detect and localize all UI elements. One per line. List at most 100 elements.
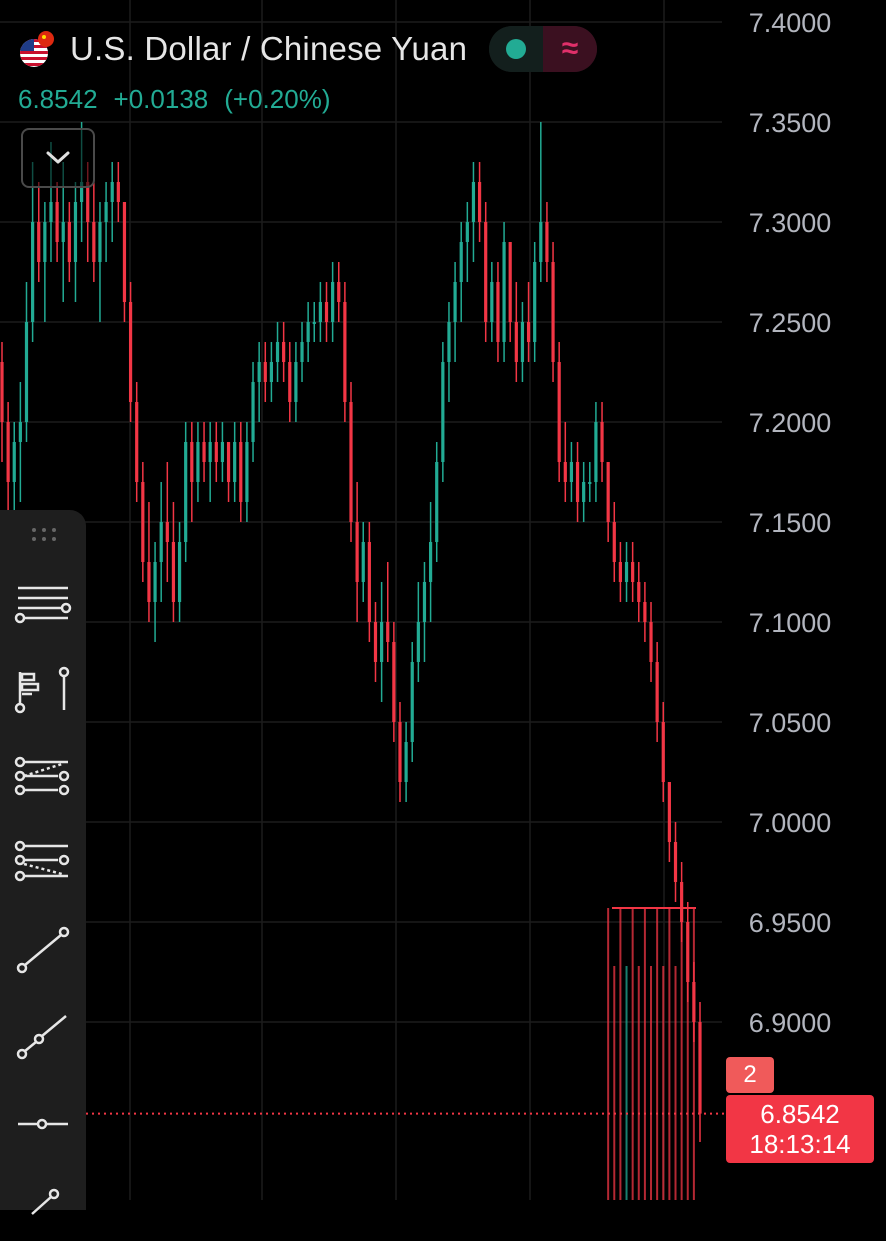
candle-body [18,422,22,442]
candle-body [190,442,194,482]
candle-body [373,622,378,662]
drag-handle-icon[interactable] [30,526,58,542]
candle-body [165,522,169,542]
candle-body [177,542,182,602]
candle-body [673,842,678,882]
candle-body [435,462,439,542]
candle-body [569,462,574,482]
quote-line: 6.8542 +0.0138 (+0.20%) [18,84,330,115]
candle-body [582,482,586,502]
candle-body [49,202,53,222]
candle-body [514,322,518,362]
candle-body [618,562,623,582]
candle-body [226,442,231,482]
candle-body [318,302,322,322]
candle-body [263,362,267,382]
candle-body [594,422,598,482]
candle-body [416,622,420,662]
candle-body [637,582,641,602]
candle-body [686,922,690,982]
candle-body [471,182,476,222]
y-tick-label: 7.3000 [749,208,832,238]
candle-body [306,322,310,342]
candle-body [331,282,335,322]
market-status-toggle[interactable]: ≈ [489,26,598,72]
candle-body [600,422,604,462]
candle-body [98,222,102,262]
drawing-toolbar [0,510,86,1215]
candle-body [202,442,206,462]
candle-body [128,302,133,402]
candle-body [245,442,249,502]
chevron-down-icon [46,151,70,164]
price-change-percent: (+0.20%) [224,84,331,114]
candle-body [104,202,108,222]
candle-body [251,382,255,442]
symbol-title[interactable]: U.S. Dollar / Chinese Yuan [70,30,468,67]
fib-retracement-icon[interactable] [12,664,74,726]
collapse-button[interactable] [21,128,95,188]
candle-body [422,582,427,622]
candle-body [386,622,390,642]
candle-body [502,242,506,342]
candle-body [300,342,304,362]
horizontal-lines-icon[interactable] [12,578,74,640]
last-price-value: 6.8542 [760,1099,840,1129]
approx-icon[interactable]: ≈ [543,26,598,72]
candle-body [459,242,463,282]
candle-body [355,522,359,582]
y-tick-label: 7.4000 [749,8,832,38]
candle-body [110,182,114,202]
chart-grid [0,0,722,1200]
candle-body [312,322,316,324]
candle-body [208,442,212,462]
candle-body [257,362,261,382]
fib-channel-icon[interactable] [12,750,74,812]
y-tick-label: 7.2500 [749,308,832,338]
candle-body [643,602,647,622]
y-tick-label: 7.2000 [749,408,832,438]
candle-body [380,622,384,662]
candle-body [275,342,280,362]
candle-body [92,222,96,262]
candle-body [153,562,157,602]
candle-body [520,322,525,362]
y-tick-label: 6.9000 [749,1008,832,1038]
price-axis[interactable]: 7.4000 7.3500 7.3000 7.2500 7.2000 7.1500 7.10… [749,8,832,1038]
symbol-header[interactable]: U.S. Dollar / Chinese Yuan ≈ [18,26,598,72]
y-tick-label: 7.3500 [749,108,832,138]
y-tick-label: 7.0000 [749,808,832,838]
candle-body [282,342,286,362]
price-chart[interactable]: 7.4000 7.3500 7.3000 7.2500 7.2000 7.1500 7.10… [0,0,886,1200]
candle-body [563,462,567,482]
candle-body [79,182,84,202]
candle-body [631,562,635,582]
market-open-indicator[interactable] [489,26,544,72]
ray-icon[interactable] [12,1008,74,1070]
candle-body [392,642,396,722]
horizontal-ray-icon[interactable] [12,1094,74,1156]
candle-body [73,202,78,262]
fib-fan-icon[interactable] [12,836,74,898]
candle-body [692,982,696,1022]
alert-count-badge[interactable]: 2 [726,1057,774,1093]
candle-body [680,882,684,922]
candle-body [477,182,482,222]
candle-body [86,182,90,222]
candle-body [404,742,408,782]
candle-body [698,1022,702,1114]
candlestick-series [0,122,702,1142]
candle-body [0,362,4,422]
y-tick-label: 7.1000 [749,608,832,638]
trend-line-icon[interactable] [12,922,74,984]
y-tick-label: 7.0500 [749,708,832,738]
candle-body [349,402,353,522]
more-tools-icon[interactable] [12,1174,74,1236]
bar-countdown: 18:13:14 [749,1129,851,1159]
candle-body [196,442,200,482]
candle-body [171,542,176,602]
candle-body [441,362,445,462]
candle-body [661,722,665,782]
volume-bars [607,907,696,1200]
candle-body [141,482,145,562]
